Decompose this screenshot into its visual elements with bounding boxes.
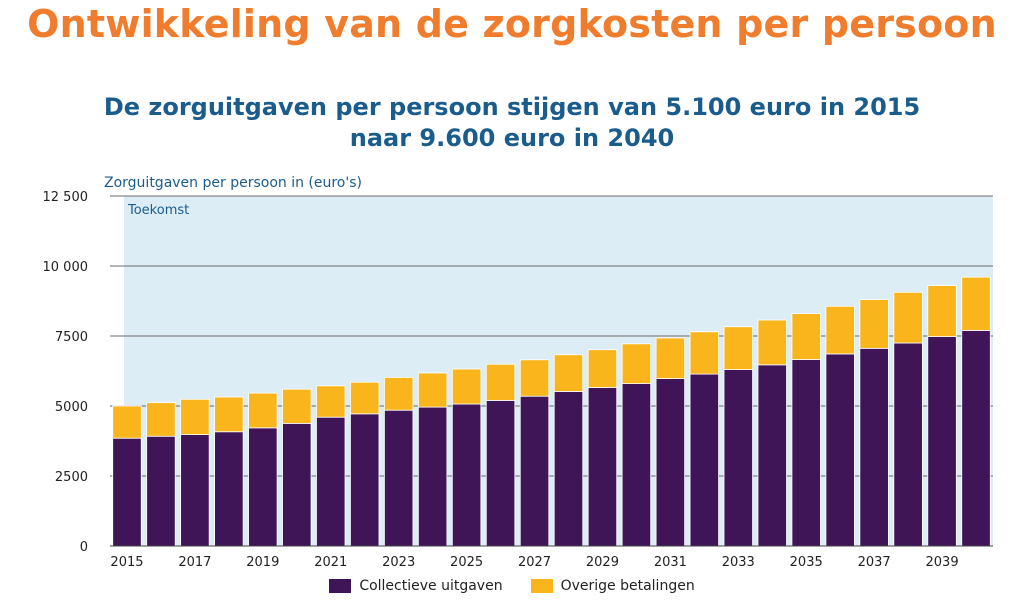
- y-tick-label: 0: [80, 540, 88, 555]
- bar-collective: [723, 369, 753, 547]
- bar-collective: [248, 427, 278, 547]
- x-tick-label: 2035: [790, 555, 823, 570]
- y-tick-label: 7500: [55, 330, 88, 345]
- y-tick-label: 10 000: [43, 260, 89, 275]
- bar-other: [825, 305, 855, 355]
- main-title: Ontwikkeling van de zorgkosten per perso…: [27, 2, 997, 46]
- legend-swatch-other: [530, 579, 553, 593]
- bar-collective: [553, 391, 584, 547]
- bar-collective: [689, 373, 719, 547]
- future-band-label: Toekomst: [127, 203, 189, 218]
- bar-other: [214, 396, 244, 433]
- legend-swatch-collective: [329, 579, 352, 593]
- bar-collective: [791, 359, 821, 547]
- bar-other: [282, 388, 312, 424]
- bar-other: [689, 331, 719, 375]
- bar-collective: [655, 378, 686, 547]
- x-tick-label: 2037: [858, 555, 891, 570]
- bar-other: [112, 405, 142, 439]
- bar-other: [248, 392, 278, 429]
- bar-collective: [146, 435, 176, 547]
- subtitle-line-1: De zorguitgaven per persoon stijgen van …: [103, 93, 921, 121]
- bar-collective: [961, 329, 991, 547]
- bar-collective: [180, 434, 210, 547]
- legend-label-other: Overige betalingen: [560, 578, 695, 594]
- x-tick-label: 2015: [110, 555, 143, 570]
- x-tick-label: 2019: [246, 555, 279, 570]
- x-tick-label: 2025: [450, 555, 483, 570]
- bar-other: [723, 326, 753, 371]
- x-tick-label: 2021: [314, 555, 347, 570]
- bar-collective: [350, 413, 380, 547]
- bar-collective: [621, 383, 652, 547]
- y-tick-label: 5000: [55, 400, 88, 415]
- bar-collective: [893, 342, 923, 547]
- bar-other: [384, 377, 414, 411]
- chart-legend: Collectieve uitgaven Overige betalingen: [0, 578, 1024, 594]
- chart-subtitle: De zorguitgaven per persoon stijgen van …: [0, 92, 1024, 154]
- bar-collective: [451, 403, 482, 547]
- bar-other: [893, 291, 923, 344]
- bar-collective: [927, 336, 957, 547]
- x-tick-label: 2029: [586, 555, 619, 570]
- bar-other: [485, 363, 516, 401]
- bar-collective: [282, 422, 312, 547]
- bar-other: [553, 354, 584, 392]
- bar-other: [146, 402, 176, 437]
- bar-other: [927, 285, 957, 337]
- bar-other: [350, 381, 380, 415]
- bar-other: [655, 337, 686, 379]
- bar-collective: [587, 387, 618, 547]
- legend-item-other: Overige betalingen: [530, 578, 695, 594]
- y-tick-label: 2500: [55, 470, 88, 485]
- bar-other: [417, 372, 448, 408]
- bar-collective: [519, 395, 550, 547]
- bar-other: [621, 343, 652, 384]
- bar-other: [180, 398, 210, 435]
- x-tick-label: 2031: [654, 555, 687, 570]
- subtitle-line-2: naar 9.600 euro in 2040: [349, 124, 675, 152]
- bar-collective: [825, 353, 855, 547]
- bar-other: [451, 368, 482, 405]
- x-tick-label: 2039: [926, 555, 959, 570]
- bar-other: [519, 359, 550, 397]
- bar-collective: [757, 364, 787, 547]
- y-axis-label: Zorguitgaven per persoon in (euro's): [104, 175, 362, 191]
- bar-other: [316, 385, 346, 418]
- bar-collective: [214, 431, 244, 547]
- bar-collective: [859, 347, 889, 547]
- x-tick-label: 2027: [518, 555, 551, 570]
- bar-other: [961, 276, 991, 331]
- x-tick-label: 2033: [722, 555, 755, 570]
- bar-collective: [485, 399, 516, 547]
- bar-collective: [112, 437, 142, 547]
- y-tick-label: 12 500: [43, 190, 89, 205]
- legend-label-collective: Collectieve uitgaven: [359, 578, 503, 594]
- bar-other: [859, 299, 889, 349]
- bar-other: [791, 313, 821, 360]
- bar-collective: [316, 416, 346, 547]
- x-tick-label: 2017: [178, 555, 211, 570]
- x-tick-label: 2023: [382, 555, 415, 570]
- bar-collective: [384, 409, 414, 547]
- bar-other: [587, 349, 618, 388]
- bar-other: [757, 319, 787, 366]
- bar-collective: [417, 406, 448, 547]
- legend-item-collective: Collectieve uitgaven: [329, 578, 503, 594]
